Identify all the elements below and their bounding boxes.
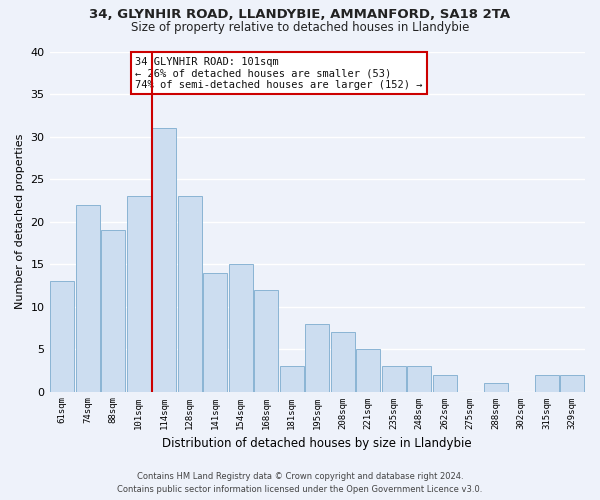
- Text: 34, GLYNHIR ROAD, LLANDYBIE, AMMANFORD, SA18 2TA: 34, GLYNHIR ROAD, LLANDYBIE, AMMANFORD, …: [89, 8, 511, 20]
- Bar: [254, 290, 278, 392]
- Text: 34 GLYNHIR ROAD: 101sqm
← 26% of detached houses are smaller (53)
74% of semi-de: 34 GLYNHIR ROAD: 101sqm ← 26% of detache…: [135, 56, 423, 90]
- Bar: [280, 366, 304, 392]
- Bar: [203, 272, 227, 392]
- Bar: [535, 374, 559, 392]
- Bar: [178, 196, 202, 392]
- Bar: [560, 374, 584, 392]
- Bar: [356, 349, 380, 392]
- Bar: [433, 374, 457, 392]
- Bar: [101, 230, 125, 392]
- Bar: [152, 128, 176, 392]
- Y-axis label: Number of detached properties: Number of detached properties: [15, 134, 25, 309]
- Bar: [382, 366, 406, 392]
- Bar: [50, 281, 74, 392]
- Bar: [407, 366, 431, 392]
- Bar: [76, 204, 100, 392]
- Bar: [127, 196, 151, 392]
- Bar: [305, 324, 329, 392]
- Bar: [331, 332, 355, 392]
- Text: Size of property relative to detached houses in Llandybie: Size of property relative to detached ho…: [131, 21, 469, 34]
- Bar: [484, 383, 508, 392]
- X-axis label: Distribution of detached houses by size in Llandybie: Distribution of detached houses by size …: [163, 437, 472, 450]
- Text: Contains HM Land Registry data © Crown copyright and database right 2024.
Contai: Contains HM Land Registry data © Crown c…: [118, 472, 482, 494]
- Bar: [229, 264, 253, 392]
